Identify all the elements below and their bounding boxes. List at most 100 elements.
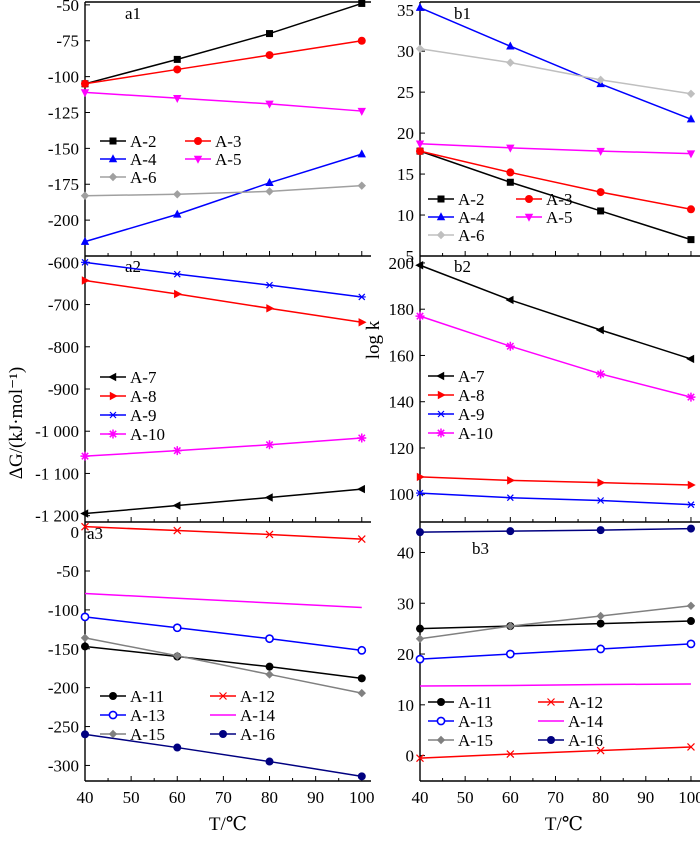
legend-swatch-marker <box>525 195 533 203</box>
legend-swatch-marker <box>108 372 117 382</box>
legend-label: A-11 <box>130 687 164 706</box>
legend-item-A-16: A-16 <box>538 731 603 750</box>
series-line-A-11 <box>419 620 691 630</box>
y-tick-label: -150 <box>48 139 79 158</box>
legend-label: A-15 <box>130 725 165 744</box>
y-tick-label: -150 <box>48 640 79 659</box>
legend-swatch-marker <box>436 735 446 745</box>
x-tick-label: 70 <box>215 788 232 807</box>
data-point-A-10 <box>265 440 275 450</box>
data-point-A-8 <box>687 480 696 490</box>
y-tick-label: -100 <box>48 601 79 620</box>
x-tick-label: 90 <box>307 788 324 807</box>
data-point-A-12-stroke <box>506 750 515 759</box>
data-point-A-9 <box>596 497 605 504</box>
data-point-A-4 <box>686 114 696 123</box>
data-point-A-9 <box>265 281 274 289</box>
x-tick-label: 90 <box>637 788 654 807</box>
data-point-A-10 <box>596 369 606 379</box>
series-A-12 <box>81 522 366 544</box>
x-tick-label: 60 <box>502 788 519 807</box>
legend-item-A-12: A-12 <box>210 687 275 706</box>
series-A-6 <box>80 181 366 200</box>
y-tick-label: -1 100 <box>35 464 79 483</box>
legend-item-A-16: A-16 <box>210 725 275 744</box>
data-point-A-7 <box>356 484 365 494</box>
data-point-A-9 <box>416 489 424 497</box>
series-line-A-15 <box>419 605 692 640</box>
y-tick-label: 100 <box>389 485 415 504</box>
data-point-A-11 <box>686 617 695 626</box>
x-tick-label: 60 <box>169 788 186 807</box>
data-point-A-4 <box>265 178 274 187</box>
series-line-A-16 <box>419 527 691 533</box>
legend-item-A-11: A-11 <box>428 693 492 712</box>
legend-swatch-marker <box>219 692 227 700</box>
data-point-A-5 <box>506 144 515 153</box>
y-tick-label: 20 <box>397 645 414 664</box>
y-tick-label: 30 <box>397 42 414 61</box>
series-A-10 <box>415 311 696 402</box>
panel-b2: 100 120 140 160 180 200 b2 A-7A-8A-9A-10 <box>389 254 700 523</box>
y-tick-label: -125 <box>48 103 79 122</box>
panel-a3: 0 -50 -100 -150 -200 -250 -300 40 50 60 70 80 90 100 a… <box>48 522 375 807</box>
data-point-A-15 <box>415 634 425 644</box>
data-point-A-15 <box>506 621 515 631</box>
data-point-A-13 <box>415 654 425 664</box>
data-point-A-13 <box>172 623 182 633</box>
data-point-A-12-stroke <box>687 743 695 751</box>
data-point-A-15 <box>265 670 274 679</box>
data-point-A-4 <box>173 209 182 218</box>
data-point-A-15 <box>686 601 696 610</box>
series-A-14 <box>419 683 691 687</box>
series-line-A-13 <box>84 616 362 652</box>
data-point-A-15 <box>596 611 605 621</box>
legend-a1: A-2 A-3 A-4 A-5 A-6 <box>100 132 241 187</box>
data-point-A-2 <box>358 0 366 7</box>
data-point-A-10-stroke <box>596 369 606 379</box>
data-point-A-5 <box>80 89 90 98</box>
data-point-A-12 <box>81 522 89 531</box>
data-point-A-3 <box>596 188 605 197</box>
legend-item-A-15: A-15 <box>100 725 165 744</box>
legend-swatch-marker <box>194 137 202 145</box>
data-point-A-16 <box>506 527 515 536</box>
x-tick-label: 80 <box>592 788 609 807</box>
data-point-A-10 <box>686 392 696 402</box>
data-point-A-12-stroke <box>173 526 182 535</box>
data-point-A-12-stroke <box>81 522 89 531</box>
legend-label: A-14 <box>568 712 603 731</box>
data-point-A-3 <box>265 51 274 60</box>
y-axis-label-left: ΔG/(kJ·mol⁻¹) <box>6 367 27 479</box>
data-point-A-16 <box>686 524 695 533</box>
legend-label: A-7 <box>130 368 157 387</box>
legend-item-A-13: A-13 <box>428 712 493 731</box>
legend-label: A-6 <box>130 168 156 187</box>
series-A-7 <box>80 484 365 518</box>
data-point-A-5 <box>265 100 274 109</box>
series-A-16 <box>81 730 366 781</box>
data-point-A-9 <box>357 293 366 301</box>
data-point-A-11 <box>416 624 424 633</box>
data-point-A-12 <box>596 746 605 755</box>
data-point-A-3 <box>686 205 695 214</box>
legend-item-A-2: A-2 <box>428 190 484 209</box>
data-point-A-2 <box>687 236 695 244</box>
data-point-A-5 <box>686 150 696 159</box>
data-point-A-6 <box>357 181 366 190</box>
series-line-A-3 <box>419 150 692 211</box>
legend-swatch-marker <box>436 428 446 438</box>
data-point-A-7 <box>264 493 273 502</box>
series-A-11 <box>81 642 366 683</box>
legend-item-A-5: A-5 <box>185 150 241 169</box>
y-tick-label: 35 <box>397 1 414 20</box>
data-point-A-12-stroke <box>357 535 366 544</box>
data-point-A-10 <box>172 446 182 456</box>
y-tick-label: 25 <box>397 83 414 102</box>
data-point-A-9-stroke <box>416 489 424 497</box>
legend-item-A-2: A-2 <box>100 132 156 151</box>
legend-label: A-5 <box>215 150 241 169</box>
legend-swatch-marker <box>109 391 118 401</box>
legend-swatch-marker <box>524 213 534 222</box>
